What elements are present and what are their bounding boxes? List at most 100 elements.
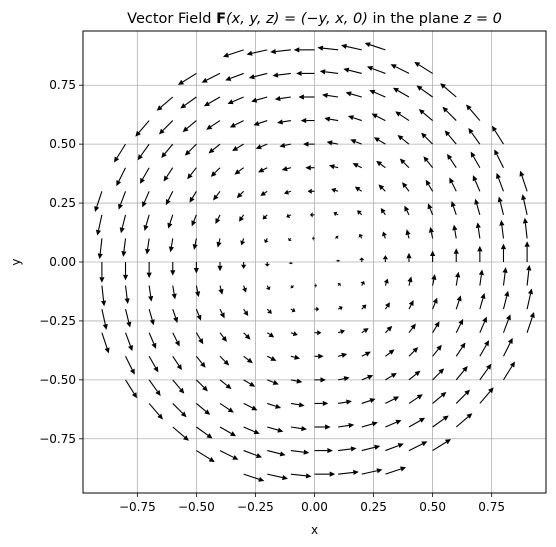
vector-arrow	[404, 205, 410, 216]
vector-arrow	[442, 106, 457, 121]
vector-arrow	[148, 285, 154, 302]
vector-arrow	[314, 447, 333, 454]
vector-arrow	[253, 120, 268, 126]
vector-arrow	[225, 72, 244, 81]
vector-arrow	[124, 285, 130, 304]
vector-arrow	[380, 207, 386, 216]
vector-arrow	[277, 119, 291, 125]
vector-arrow	[290, 425, 307, 432]
vector-arrow	[288, 262, 294, 265]
vector-arrow	[478, 269, 484, 286]
vector-arrow	[361, 304, 367, 310]
vector-arrow	[243, 379, 256, 387]
vector-arrow	[196, 403, 211, 415]
vector-arrow	[479, 340, 490, 357]
vector-arrow	[416, 85, 433, 98]
vector-arrow	[452, 224, 458, 239]
vector-arrow	[167, 214, 174, 229]
vector-arrow	[137, 143, 150, 161]
vector-arrow	[345, 91, 362, 98]
vector-arrow	[305, 165, 315, 171]
vector-arrow	[421, 132, 434, 145]
vector-arrow	[172, 379, 185, 394]
vector-arrow	[146, 262, 152, 279]
y-tick-label-4: 0.25	[49, 196, 76, 210]
vector-arrow	[432, 439, 452, 452]
vector-arrow	[267, 379, 279, 385]
vector-arrow	[385, 349, 395, 357]
vector-arrow	[203, 96, 221, 107]
vector-arrow	[361, 328, 369, 334]
vector-arrow	[148, 332, 157, 349]
vector-arrow	[427, 203, 434, 216]
vector-arrow	[432, 297, 438, 310]
vector-arrow	[135, 120, 150, 137]
vector-arrow	[337, 282, 341, 287]
vector-arrow	[148, 403, 163, 420]
vector-arrow	[148, 379, 161, 396]
vector-arrow	[232, 143, 244, 152]
vector-arrow	[444, 130, 457, 145]
vector-arrow	[196, 426, 213, 439]
vector-arrow	[449, 177, 457, 192]
vector-arrow	[260, 190, 268, 196]
vector-arrow	[264, 238, 269, 244]
vector-arrow	[219, 402, 234, 413]
vector-arrow	[522, 217, 528, 239]
vector-arrow	[475, 222, 481, 239]
vector-arrow	[337, 329, 346, 335]
vector-arrow	[300, 117, 315, 124]
vector-arrow	[314, 353, 324, 359]
vector-arrow	[243, 402, 258, 411]
vector-arrow	[385, 443, 404, 452]
vector-arrow	[408, 441, 428, 452]
vector-arrow	[360, 280, 365, 286]
vector-arrow	[208, 143, 221, 154]
vector-arrow	[502, 290, 510, 310]
vector-arrow	[180, 96, 197, 109]
vector-arrow	[213, 190, 221, 201]
vector-arrow	[335, 235, 340, 240]
vector-arrow	[165, 191, 174, 206]
x-tick-label-5: 0.50	[419, 500, 446, 514]
vector-arrow	[354, 186, 363, 192]
vector-arrow	[428, 226, 434, 239]
vector-arrow	[384, 325, 393, 334]
vector-arrow	[290, 473, 312, 479]
vector-arrow	[347, 115, 362, 122]
vector-arrow	[477, 245, 483, 262]
vector-arrow	[378, 184, 386, 192]
vector-arrow	[290, 402, 305, 408]
vector-arrow	[500, 243, 507, 262]
vector-arrow	[215, 214, 221, 225]
vector-arrow	[243, 473, 265, 482]
vector-arrow	[258, 167, 268, 173]
vector-arrow	[293, 47, 315, 53]
vector-arrow	[359, 257, 365, 262]
vector-arrow	[267, 426, 284, 433]
vector-arrow	[408, 299, 414, 310]
vector-arrow	[243, 426, 260, 435]
vector-arrow	[125, 356, 135, 375]
vector-arrow	[227, 96, 244, 105]
vector-arrow	[312, 235, 315, 242]
vector-arrow	[343, 67, 362, 74]
vector-arrow	[361, 351, 371, 357]
vector-arrow	[432, 368, 445, 381]
vector-arrow	[265, 285, 271, 291]
vector-arrow	[455, 413, 473, 428]
vector-arrow	[361, 398, 376, 404]
vector-arrow	[222, 49, 244, 58]
vector-arrow	[290, 331, 298, 337]
vector-arrow	[405, 229, 411, 239]
vector-arrow	[384, 302, 390, 310]
vector-arrow	[161, 143, 174, 158]
vector-arrow	[423, 156, 434, 169]
vector-arrow	[192, 238, 198, 250]
vector-arrow	[491, 125, 504, 145]
vector-arrow	[361, 374, 374, 381]
vector-arrow	[148, 356, 159, 373]
x-tick-label-4: 0.25	[360, 500, 387, 514]
vector-arrow	[381, 231, 387, 239]
